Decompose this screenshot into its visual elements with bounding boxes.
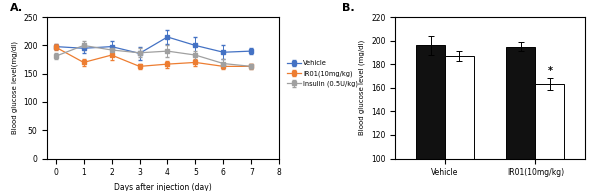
- Text: *: *: [547, 66, 553, 76]
- X-axis label: Days after injection (day): Days after injection (day): [115, 183, 212, 191]
- Y-axis label: Blood glucose level (mg/dl): Blood glucose level (mg/dl): [359, 40, 365, 135]
- Bar: [535, 84, 564, 191]
- Bar: [416, 45, 445, 191]
- Text: A.: A.: [10, 3, 23, 13]
- Legend: Vehicle, IR01(10mg/kg), Insulin (0.5U/kg): Vehicle, IR01(10mg/kg), Insulin (0.5U/kg…: [287, 60, 358, 87]
- Text: B.: B.: [342, 3, 355, 13]
- Bar: [506, 47, 535, 191]
- Y-axis label: Blood glucose level(mg/dl): Blood glucose level(mg/dl): [11, 41, 18, 134]
- Bar: [445, 56, 474, 191]
